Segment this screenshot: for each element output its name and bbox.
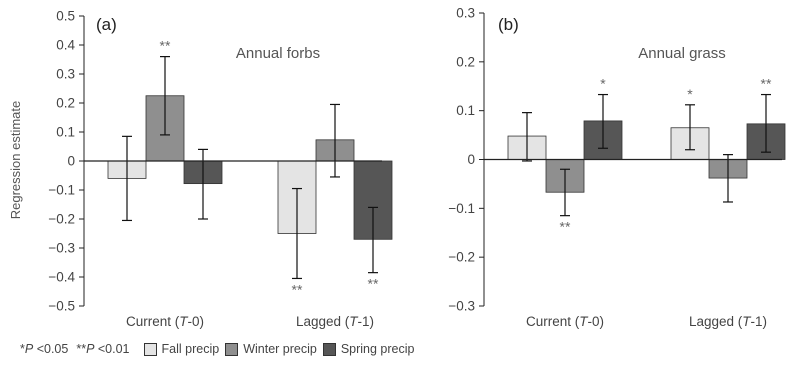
y-tick-label: 0	[67, 154, 75, 169]
legend-sig-p05: *P <0.05	[20, 342, 69, 356]
y-tick-label: 0.1	[456, 103, 475, 118]
legend-swatch	[225, 342, 239, 356]
legend-label: Winter precip	[243, 342, 317, 356]
x-category-label: Current (T-0)	[526, 314, 604, 329]
panel-label: (a)	[96, 15, 117, 34]
significance-marker: **	[368, 276, 379, 292]
legend-item-spring-precip: Spring precip	[322, 342, 415, 356]
y-tick-label: 0	[467, 152, 475, 167]
y-axis-label: Regression estimate	[8, 101, 23, 220]
significance-marker: **	[292, 281, 303, 297]
y-tick-label: −0.3	[48, 241, 75, 256]
x-category-label: Lagged (T-1)	[689, 314, 767, 329]
significance-marker: **	[560, 219, 571, 235]
y-tick-label: 0.4	[56, 38, 75, 53]
y-tick-label: −0.1	[448, 201, 475, 216]
significance-marker: *	[687, 86, 693, 102]
legend-sig-p01: **P <0.01	[76, 342, 130, 356]
panel-label: (b)	[498, 15, 519, 34]
y-tick-label: −0.5	[48, 299, 75, 314]
significance-marker: **	[761, 76, 772, 92]
panel-title: Annual grass	[638, 45, 726, 62]
legend-swatch	[322, 342, 336, 356]
panel-a: 0.5 0.4 0.3 0.2 0.1 0 −0.1 −0.2 −0.3 −0.4 −0.5 ** **…	[48, 9, 393, 329]
significance-marker: *	[600, 76, 606, 92]
legend: *P <0.05 **P <0.01 Fall precip Winter preci…	[20, 342, 414, 356]
y-tick-label: −0.2	[448, 250, 475, 265]
y-tick-label: −0.1	[48, 183, 75, 198]
y-tick-label: 0.3	[56, 67, 75, 82]
chart-canvas: Regression estimate 0.5 0.4 0.3 0.2 0.1 0 −0.1…	[8, 6, 786, 329]
y-tick-label: 0.5	[56, 9, 75, 24]
x-category-label: Current (T-0)	[126, 314, 204, 329]
legend-label: Spring precip	[340, 342, 415, 356]
y-tick-label: 0.1	[56, 125, 75, 140]
y-tick-label: 0.2	[456, 54, 475, 69]
legend-swatch	[143, 342, 157, 356]
significance-marker: **	[160, 38, 171, 54]
x-category-label: Lagged (T-1)	[296, 314, 374, 329]
y-tick-label: −0.3	[448, 299, 475, 314]
y-tick-label: −0.4	[48, 270, 75, 285]
panel-title: Annual forbs	[236, 45, 320, 62]
y-tick-label: 0.3	[456, 6, 475, 21]
legend-item-fall-precip: Fall precip	[143, 342, 220, 356]
y-tick-label: −0.2	[48, 212, 75, 227]
legend-item-winter-precip: Winter precip	[225, 342, 317, 356]
panel-b: 0.30.20.10−0.1−0.2−0.3**** **Current (T-0…	[448, 6, 786, 329]
y-tick-label: 0.2	[56, 96, 75, 111]
legend-label: Fall precip	[161, 342, 220, 356]
